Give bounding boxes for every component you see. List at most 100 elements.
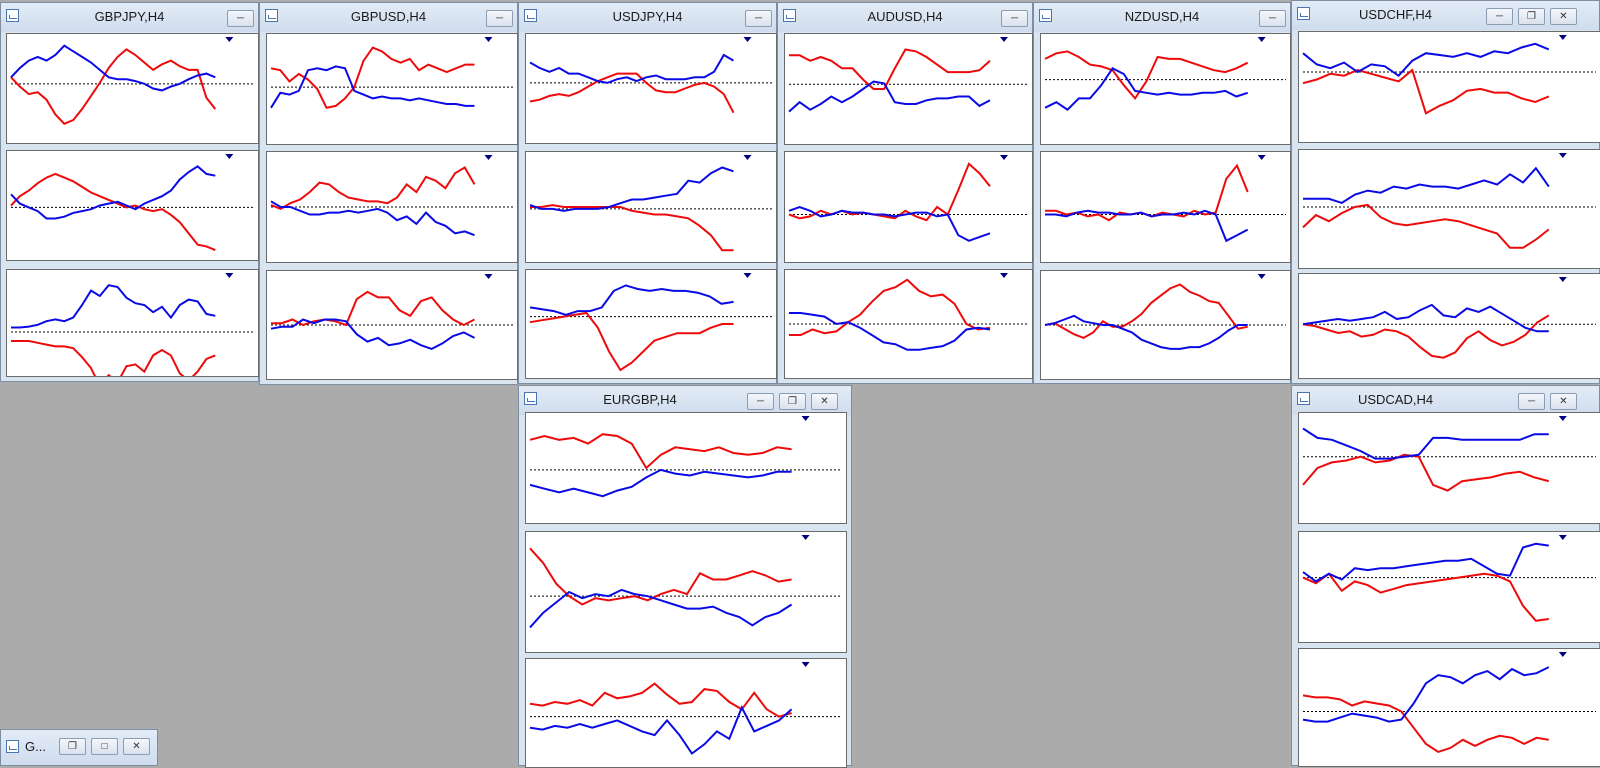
series-a-line bbox=[1302, 68, 1550, 115]
series-b-line bbox=[529, 705, 793, 755]
indicator-plot bbox=[11, 273, 254, 376]
pane-menu-arrow-icon bbox=[1558, 153, 1567, 158]
series-a-line bbox=[529, 433, 792, 470]
chart-window-audusd[interactable]: AUDUSD,H4 ─ bbox=[777, 2, 1033, 384]
window-titlebar[interactable]: EURGBP,H4 ─ ❐ ✕ bbox=[519, 386, 851, 415]
series-b-line bbox=[10, 44, 216, 92]
window-title: USDCHF,H4 bbox=[1359, 7, 1432, 22]
pane-menu-arrow-icon bbox=[225, 154, 234, 159]
indicator-pane[interactable] bbox=[266, 270, 518, 380]
indicator-pane[interactable] bbox=[1040, 151, 1291, 263]
minimize-button[interactable]: ─ bbox=[486, 10, 513, 27]
indicator-plot bbox=[1302, 153, 1596, 249]
indicator-pane[interactable] bbox=[525, 412, 847, 524]
chart-window-gbpjpy[interactable]: GBPJPY,H4 ─ bbox=[0, 2, 259, 382]
indicator-plot bbox=[1044, 37, 1286, 111]
indicator-pane[interactable] bbox=[6, 150, 259, 261]
minimize-button[interactable]: ─ bbox=[745, 10, 772, 27]
window-title: AUDUSD,H4 bbox=[867, 9, 943, 24]
indicator-plot bbox=[1302, 277, 1596, 359]
indicator-pane[interactable] bbox=[525, 269, 777, 379]
chart-window-usdjpy[interactable]: USDJPY,H4 ─ bbox=[518, 2, 777, 384]
series-a-line bbox=[789, 278, 991, 336]
minimize-button[interactable]: ─ bbox=[1001, 10, 1028, 27]
window-titlebar[interactable]: USDCHF,H4 ─ ❐ ✕ bbox=[1292, 1, 1599, 30]
minimized-window[interactable]: G... ❐ □ ✕ bbox=[0, 729, 158, 766]
pane-menu-arrow-icon bbox=[484, 155, 493, 160]
indicator-plot bbox=[1302, 416, 1596, 492]
window-titlebar[interactable]: USDJPY,H4 ─ bbox=[519, 3, 776, 32]
indicator-pane[interactable] bbox=[1298, 31, 1600, 143]
maximize-button[interactable]: □ bbox=[91, 738, 118, 755]
pane-menu-arrow-icon bbox=[1000, 155, 1009, 160]
indicator-pane[interactable] bbox=[525, 658, 847, 768]
indicator-plot bbox=[788, 155, 1028, 242]
indicator-pane[interactable] bbox=[1298, 648, 1600, 767]
series-b-line bbox=[788, 80, 991, 113]
window-titlebar[interactable]: AUDUSD,H4 ─ bbox=[778, 3, 1032, 32]
series-a-line bbox=[1302, 572, 1549, 622]
indicator-pane[interactable] bbox=[525, 33, 777, 144]
indicator-pane[interactable] bbox=[1298, 149, 1600, 269]
indicator-pane[interactable] bbox=[6, 33, 259, 144]
chart-window-usdcad[interactable]: USDCAD,H4 ─ ✕ bbox=[1291, 385, 1600, 767]
close-button[interactable]: ✕ bbox=[811, 393, 838, 410]
window-title: USDJPY,H4 bbox=[612, 9, 683, 24]
chart-window-icon bbox=[6, 740, 19, 753]
restore-button[interactable]: ❐ bbox=[59, 738, 86, 755]
close-button[interactable]: ✕ bbox=[123, 738, 150, 755]
series-a-line bbox=[1302, 453, 1550, 492]
indicator-plot bbox=[270, 155, 513, 237]
indicator-pane[interactable] bbox=[266, 33, 518, 145]
chart-window-gbpusd[interactable]: GBPUSD,H4 ─ bbox=[259, 2, 518, 385]
series-b-line bbox=[1044, 314, 1248, 350]
window-titlebar[interactable]: GBPJPY,H4 ─ bbox=[1, 3, 258, 32]
series-a-line bbox=[529, 682, 792, 718]
indicator-pane[interactable] bbox=[6, 269, 259, 377]
chart-window-eurgbp[interactable]: EURGBP,H4 ─ ❐ ✕ bbox=[518, 385, 852, 768]
indicator-pane[interactable] bbox=[525, 531, 847, 653]
indicator-plot bbox=[10, 37, 254, 125]
chart-window-icon bbox=[783, 9, 796, 22]
indicator-pane[interactable] bbox=[266, 151, 518, 263]
restore-button[interactable]: ❐ bbox=[1518, 8, 1545, 25]
chart-window-usdchf[interactable]: USDCHF,H4 ─ ❐ ✕ bbox=[1291, 0, 1600, 384]
window-title: EURGBP,H4 bbox=[603, 392, 677, 407]
pane-menu-arrow-icon bbox=[1257, 155, 1266, 160]
indicator-pane[interactable] bbox=[1298, 412, 1600, 524]
series-b-line bbox=[1045, 209, 1249, 243]
close-button[interactable]: ✕ bbox=[1550, 8, 1577, 25]
indicator-pane[interactable] bbox=[784, 151, 1033, 263]
series-b-line bbox=[529, 166, 734, 212]
pane-menu-arrow-icon bbox=[1558, 652, 1567, 657]
series-b-line bbox=[529, 468, 792, 498]
pane-menu-arrow-icon bbox=[743, 37, 752, 42]
pane-menu-arrow-icon bbox=[743, 273, 752, 278]
window-titlebar[interactable]: NZDUSD,H4 ─ bbox=[1034, 3, 1290, 32]
pane-menu-arrow-icon bbox=[1000, 37, 1009, 42]
window-titlebar[interactable]: USDCAD,H4 ─ ✕ bbox=[1292, 386, 1599, 415]
indicator-pane[interactable] bbox=[1298, 273, 1600, 379]
pane-menu-arrow-icon bbox=[743, 155, 752, 160]
pane-menu-arrow-icon bbox=[1558, 535, 1567, 540]
indicator-pane[interactable] bbox=[1298, 531, 1600, 643]
chart-window-nzdusd[interactable]: NZDUSD,H4 ─ bbox=[1033, 2, 1291, 384]
minimize-button[interactable]: ─ bbox=[1486, 8, 1513, 25]
minimize-button[interactable]: ─ bbox=[747, 393, 774, 410]
series-a-line bbox=[789, 48, 991, 90]
indicator-plot bbox=[529, 273, 772, 372]
minimize-button[interactable]: ─ bbox=[227, 10, 254, 27]
indicator-pane[interactable] bbox=[1040, 33, 1291, 145]
indicator-pane[interactable] bbox=[525, 151, 777, 263]
series-a-line bbox=[529, 72, 735, 114]
indicator-pane[interactable] bbox=[784, 33, 1033, 145]
window-title: NZDUSD,H4 bbox=[1124, 9, 1200, 24]
minimize-button[interactable]: ─ bbox=[1259, 10, 1286, 27]
pane-menu-arrow-icon bbox=[484, 37, 493, 42]
close-button[interactable]: ✕ bbox=[1550, 393, 1577, 410]
indicator-pane[interactable] bbox=[1040, 270, 1291, 380]
minimize-button[interactable]: ─ bbox=[1518, 393, 1545, 410]
indicator-pane[interactable] bbox=[784, 269, 1033, 379]
restore-button[interactable]: ❐ bbox=[779, 393, 806, 410]
window-titlebar[interactable]: GBPUSD,H4 ─ bbox=[260, 3, 517, 32]
